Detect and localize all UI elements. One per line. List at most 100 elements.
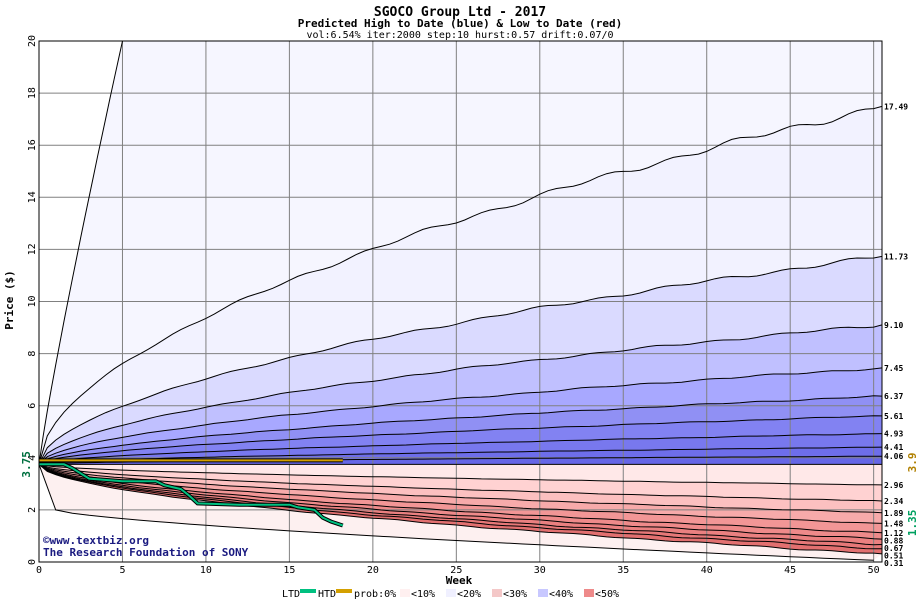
low-band-line — [38, 463, 883, 514]
high-band-area — [39, 106, 882, 465]
extreme-low-line — [38, 464, 874, 561]
legend-ltd-label: LTD — [282, 589, 300, 600]
y-tick-label: 6 — [27, 403, 38, 409]
legend-htd-label: HTD — [318, 589, 336, 600]
y-tick-label: 16 — [27, 139, 38, 151]
low-band-line — [38, 463, 883, 550]
low-band-value-label: 2.96 — [884, 481, 903, 490]
high-band-line — [38, 395, 883, 465]
high-band-area — [39, 367, 882, 465]
low-band-line — [38, 463, 883, 540]
high-band-line — [38, 367, 883, 465]
high-band-area — [39, 395, 882, 465]
high-band-value-label: 5.61 — [884, 412, 903, 421]
legend-prob-label: <50% — [595, 589, 619, 600]
low-band-line — [38, 463, 883, 502]
high-band-area — [39, 415, 882, 465]
extreme-high-line — [38, 40, 123, 465]
low-band-area — [39, 464, 882, 485]
y-tick-label: 18 — [27, 87, 38, 99]
x-tick-label: 10 — [200, 565, 212, 576]
high-band-value-label: 4.41 — [884, 443, 903, 452]
high-band-outer — [39, 41, 882, 465]
low-band-value-label: 0.31 — [884, 559, 903, 568]
x-tick-label: 25 — [450, 565, 462, 576]
plot-area: 0 5 10 15 20 25 30 35 40 45 50 0 2 4 6 8 10 12 14 16 18 20 17.… — [20, 35, 919, 576]
y-axis-label: Price ($) — [3, 270, 16, 330]
legend-swatch — [400, 589, 410, 597]
low-band-area — [39, 464, 882, 545]
simulation-params: vol:6.54% iter:2000 step:10 hurst:0.57 d… — [306, 30, 613, 41]
high-band-value-label: 11.73 — [884, 252, 908, 261]
high-band-line — [38, 255, 883, 465]
high-band-line — [38, 324, 883, 465]
x-tick-label: 0 — [36, 565, 42, 576]
ltd-line — [39, 463, 344, 527]
x-tick-label: 5 — [119, 565, 125, 576]
legend-htd-swatch — [336, 589, 352, 593]
high-band-line — [38, 415, 883, 465]
high-band-line — [38, 105, 883, 465]
y-tick-label: 2 — [27, 507, 38, 513]
low-band-line — [38, 463, 883, 524]
x-tick-label: 45 — [784, 565, 796, 576]
low-band-line — [38, 463, 883, 486]
legend-swatch — [584, 589, 594, 597]
legend-prob-label: <40% — [549, 589, 573, 600]
y-tick-label: 14 — [27, 191, 38, 203]
low-band-value-label: 2.34 — [884, 497, 903, 506]
legend-swatch — [492, 589, 502, 597]
high-band-area — [39, 433, 882, 465]
high-band-value-label: 17.49 — [884, 102, 908, 111]
plot-border — [38, 40, 883, 563]
legend-ltd-swatch — [300, 589, 316, 593]
chart-subtitle: Predicted High to Date (blue) & Low to D… — [298, 17, 623, 30]
legend-probability: prob:0% <10% <20% <30% <40% <50% — [354, 589, 619, 600]
low-band-value-label: 1.12 — [884, 529, 903, 538]
low-band-area — [39, 464, 882, 540]
y-tick-label: 0 — [27, 559, 38, 565]
x-tick-label: 40 — [701, 565, 713, 576]
htd-value-label: 3.9 — [906, 452, 919, 472]
y-tick-label: 4 — [27, 455, 38, 461]
low-band-value-label: 1.48 — [884, 519, 903, 528]
x-tick-label: 15 — [283, 565, 295, 576]
y-tick-label: 10 — [27, 295, 38, 307]
high-band-line — [38, 433, 883, 465]
low-band-value-label: 0.51 — [884, 551, 903, 560]
high-band-value-label: 7.45 — [884, 364, 903, 373]
low-band-outer — [39, 464, 882, 561]
high-band-area — [39, 324, 882, 465]
low-band-area — [39, 464, 882, 533]
low-band-value-label: 1.89 — [884, 509, 903, 518]
low-band-area — [39, 464, 882, 554]
low-band-line — [38, 463, 883, 546]
low-band-value-label: 0.67 — [884, 544, 903, 553]
legend-prob-label: prob:0% — [354, 589, 396, 600]
high-band-value-label: 6.37 — [884, 392, 903, 401]
high-band-area — [39, 256, 882, 465]
legend-prob-label: <10% — [411, 589, 435, 600]
y-tick-label: 12 — [27, 243, 38, 255]
x-tick-label: 35 — [617, 565, 629, 576]
high-band-value-label: 4.93 — [884, 430, 903, 439]
x-tick-label: 50 — [868, 565, 880, 576]
low-band-area — [39, 464, 882, 513]
legend-prob-label: <30% — [503, 589, 527, 600]
legend-swatch — [538, 589, 548, 597]
high-band-value-label: 4.06 — [884, 452, 903, 461]
credit-website: ©www.textbiz.org — [43, 534, 149, 547]
y-tick-label: 8 — [27, 351, 38, 357]
x-axis-label: Week — [446, 574, 473, 587]
low-band-line — [38, 463, 883, 555]
ltd-value-label: 1.35 — [906, 510, 919, 537]
legend-swatch — [446, 589, 456, 597]
x-tick-label: 20 — [367, 565, 379, 576]
credit-organization: The Research Foundation of SONY — [43, 546, 249, 559]
x-tick-label: 30 — [534, 565, 546, 576]
low-band-area — [39, 464, 882, 501]
chart-title: SGOCO Group Ltd - 2017 — [374, 5, 546, 20]
high-band-value-label: 9.10 — [884, 321, 903, 330]
start-price-label: 3.75 — [20, 451, 33, 478]
